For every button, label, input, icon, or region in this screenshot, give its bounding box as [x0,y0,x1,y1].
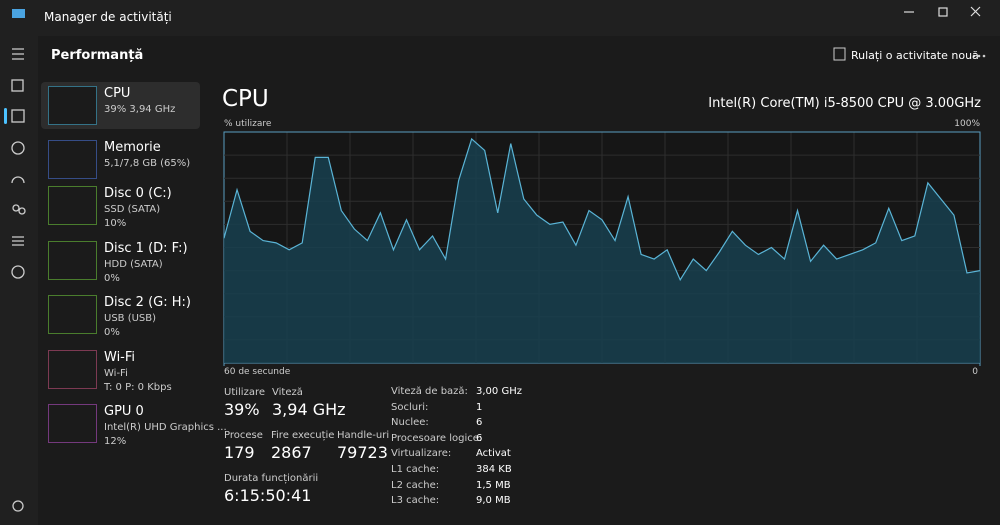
rail-selected [4,108,7,124]
device-thumb [48,140,97,179]
spec-value: Activat [476,448,511,460]
device-detail: USB (USB) [104,313,157,324]
stat-value: 2867 [271,443,312,462]
device-detail: 10% [104,218,127,229]
spec-value: 6 [476,432,483,444]
spec-value: 6 [476,417,483,429]
device-detail: 39% 3,94 GHz [104,104,176,115]
device-name: Memorie [104,140,161,155]
device-detail: 5,1/7,8 GB (65%) [104,158,191,169]
stat-value: 6:15:50:41 [224,486,312,505]
window-controls [904,6,981,17]
stat-label: Viteză [272,387,303,398]
cpu-graph [223,131,981,366]
page-title: Performanță [51,48,144,63]
device-name: CPU [104,86,131,101]
stat-label: Utilizare [224,387,265,398]
stat-label: Durata funcționării [224,473,319,484]
device-detail: 0% [104,327,120,338]
run-task[interactable]: Rulați o activitate nouă [851,49,979,62]
device-name: Disc 2 (G: H:) [104,295,191,310]
spec-label: Nuclee: [391,417,429,429]
spec-value: 384 KB [476,464,512,475]
stat-value: 179 [224,443,255,462]
device-name: Wi-Fi [104,350,136,365]
device-name: Disc 1 (D: F:) [104,241,188,256]
device-thumb [48,186,97,225]
spec-value: 1,5 MB [476,479,511,491]
more-menu[interactable] [972,54,986,58]
device-detail: 12% [104,436,127,447]
spec-label: Socluri: [391,401,429,413]
device-detail: Intel(R) UHD Graphics ... [104,422,227,433]
spec-value: 9,0 MB [476,495,511,507]
device-detail: HDD (SATA) [104,259,163,270]
spec-value: 3,00 GHz [476,386,522,397]
spec-label: L1 cache: [391,464,440,475]
spec-label: L2 cache: [391,479,440,491]
run-icon[interactable] [833,47,846,61]
stat-label: Fire execuție [271,430,335,441]
x-tick-label: 0 [972,367,978,377]
cpu-title: CPU [222,86,269,112]
cpu-model: Intel(R) Core(TM) i5-8500 CPU @ 3.00GHz [708,96,981,111]
stat-label: Handle-uri [337,430,390,441]
app-icon [12,9,25,18]
y-tick-label: 100% [954,119,980,129]
y-label: % utilizare [224,119,272,129]
device-detail: 0% [104,273,120,284]
window-title: Manager de activități [44,10,172,24]
device-name: Disc 0 (C:) [104,186,172,201]
spec-label: L3 cache: [391,495,440,507]
device-detail: T: 0 P: 0 Kbps [104,382,172,393]
spec-label: Virtualizare: [391,448,452,460]
spec-label: Viteză de bază: [391,386,468,397]
cpu-line [223,137,981,282]
spec-label: Procesoare logice: [391,432,483,444]
stat-value: 79723 [337,443,388,462]
rail-icons[interactable] [11,48,26,512]
device-name: GPU 0 [104,404,144,419]
device-detail: Wi-Fi [104,368,128,379]
spec-value: 1 [476,401,483,413]
x-tick-label: 60 de secunde [224,367,291,377]
stat-label: Procese [224,430,263,441]
thumbnails [48,86,97,443]
device-detail: SSD (SATA) [104,204,161,215]
device-thumb [48,86,97,125]
device-thumb [48,404,97,443]
device-thumb [48,350,97,389]
stat-value: 3,94 GHz [272,400,346,419]
stat-value: 39% [224,400,260,419]
device-thumb [48,295,97,334]
cpu-area [224,138,980,363]
device-thumb [48,241,97,280]
